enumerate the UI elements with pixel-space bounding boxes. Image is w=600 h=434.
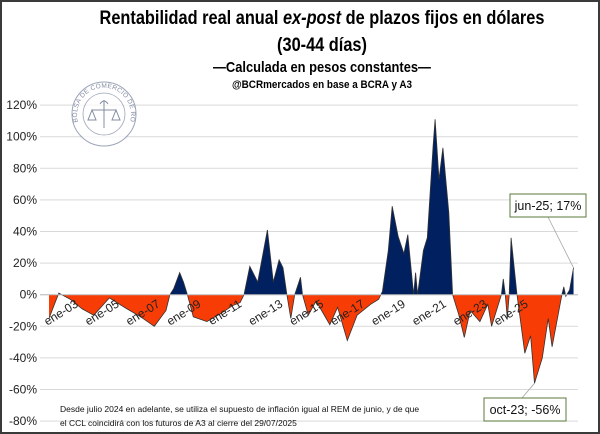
y-tick-label: 60% [13,193,37,207]
y-tick-label: 40% [13,225,37,239]
negative-area [49,294,567,384]
chart-title-line2: (30-44 días) [277,35,367,56]
footnote-line1: Desde julio 2024 en adelante, se utiliza… [60,404,419,414]
y-tick-label: -60% [9,383,37,397]
annotation-box [509,193,587,218]
annotation-label: jun-25; 17% [514,199,582,213]
chart-source: @BCRmercados en base a BCRA y A3 [231,79,413,91]
annotation-leader-line [521,382,535,399]
annotation-leader-line [547,216,574,269]
y-tick-label: -80% [9,414,37,428]
y-tick-label: 100% [6,130,37,144]
series-outline [48,119,574,384]
x-tick-label: ene-13 [246,297,285,329]
annotation-box [483,397,567,422]
x-tick-label: ene-03 [41,297,80,329]
y-tick-label: 0% [20,288,38,302]
chart-subtitle: —Calculada en pesos constantes— [213,59,431,76]
logo-inner-ring [82,92,126,136]
positive-area [49,119,574,295]
y-tick-label: 80% [13,161,37,175]
footnote-line2: el CCL coincidirá con los futuros de A3 … [60,418,297,428]
y-tick-label: 20% [13,256,37,270]
title-text: Rentabilidad real anual [99,8,283,29]
annotation-label: oct-23; -56% [490,403,561,417]
bcr-logo: BOLSA DE COMERCIO DE ROSARIO [71,81,137,147]
title-text-end: de plazos fijos en dólares [341,8,545,29]
x-tick-label: ene-21 [410,297,449,329]
y-tick-label: -20% [9,319,37,333]
y-tick-label: 120% [6,98,37,112]
title-italic: ex-post [282,8,342,29]
y-tick-label: -40% [9,351,37,365]
logo-scales-icon [87,100,121,128]
chart-title-line1: Rentabilidad real anual ex-post de plazo… [81,8,563,30]
